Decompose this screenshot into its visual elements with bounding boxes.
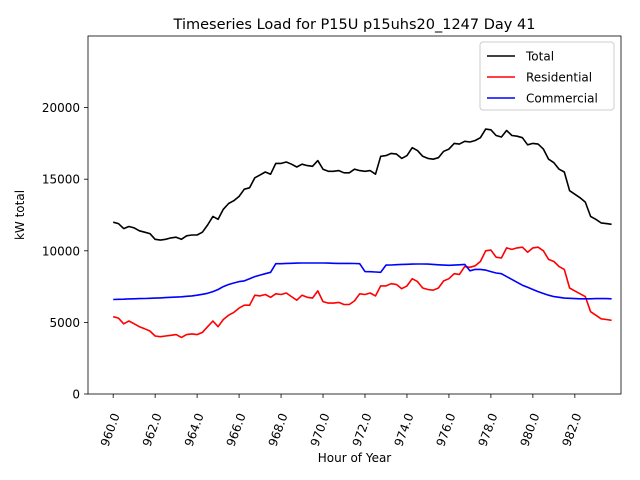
plot-frame [87, 35, 622, 395]
legend: Total Residential Commercial [479, 41, 615, 111]
y-tick-label: 15000 [42, 173, 80, 187]
y-axis-ticks: 0 5000 10000 15000 20000 [42, 101, 88, 402]
y-tick-label: 5000 [49, 316, 80, 330]
x-tick-label: 974.0 [392, 411, 417, 448]
series-line-total [112, 128, 612, 241]
x-tick-label: 960.0 [98, 411, 123, 448]
legend-label-commercial: Commercial [526, 92, 598, 106]
x-tick-label: 968.0 [266, 411, 291, 448]
series-line-residential [112, 246, 612, 339]
x-tick-label: 978.0 [476, 411, 501, 448]
x-tick-label: 966.0 [224, 411, 249, 448]
x-tick-label: 976.0 [434, 411, 459, 448]
x-axis-ticks: 960.0 962.0 964.0 966.0 968.0 970.0 972.0 974.0… [98, 394, 584, 448]
y-tick-label: 0 [72, 388, 80, 402]
y-axis-label: kW total [13, 190, 27, 240]
x-tick-label: 980.0 [518, 411, 543, 448]
chart-title: Timeseries Load for P15U p15uhs20_1247 D… [173, 17, 536, 33]
legend-box [479, 41, 615, 111]
series-line-commercial [113, 262, 612, 301]
y-tick-label: 20000 [42, 101, 80, 115]
x-tick-label: 964.0 [182, 411, 207, 448]
x-tick-label: 970.0 [308, 411, 333, 448]
x-axis-label: Hour of Year [318, 451, 392, 465]
legend-label-residential: Residential [526, 71, 592, 85]
series-lines [112, 128, 612, 339]
y-tick-label: 10000 [42, 244, 80, 258]
x-tick-label: 962.0 [140, 411, 165, 448]
x-tick-label: 982.0 [559, 411, 584, 448]
x-tick-label: 972.0 [350, 411, 375, 448]
legend-label-total: Total [525, 50, 554, 64]
